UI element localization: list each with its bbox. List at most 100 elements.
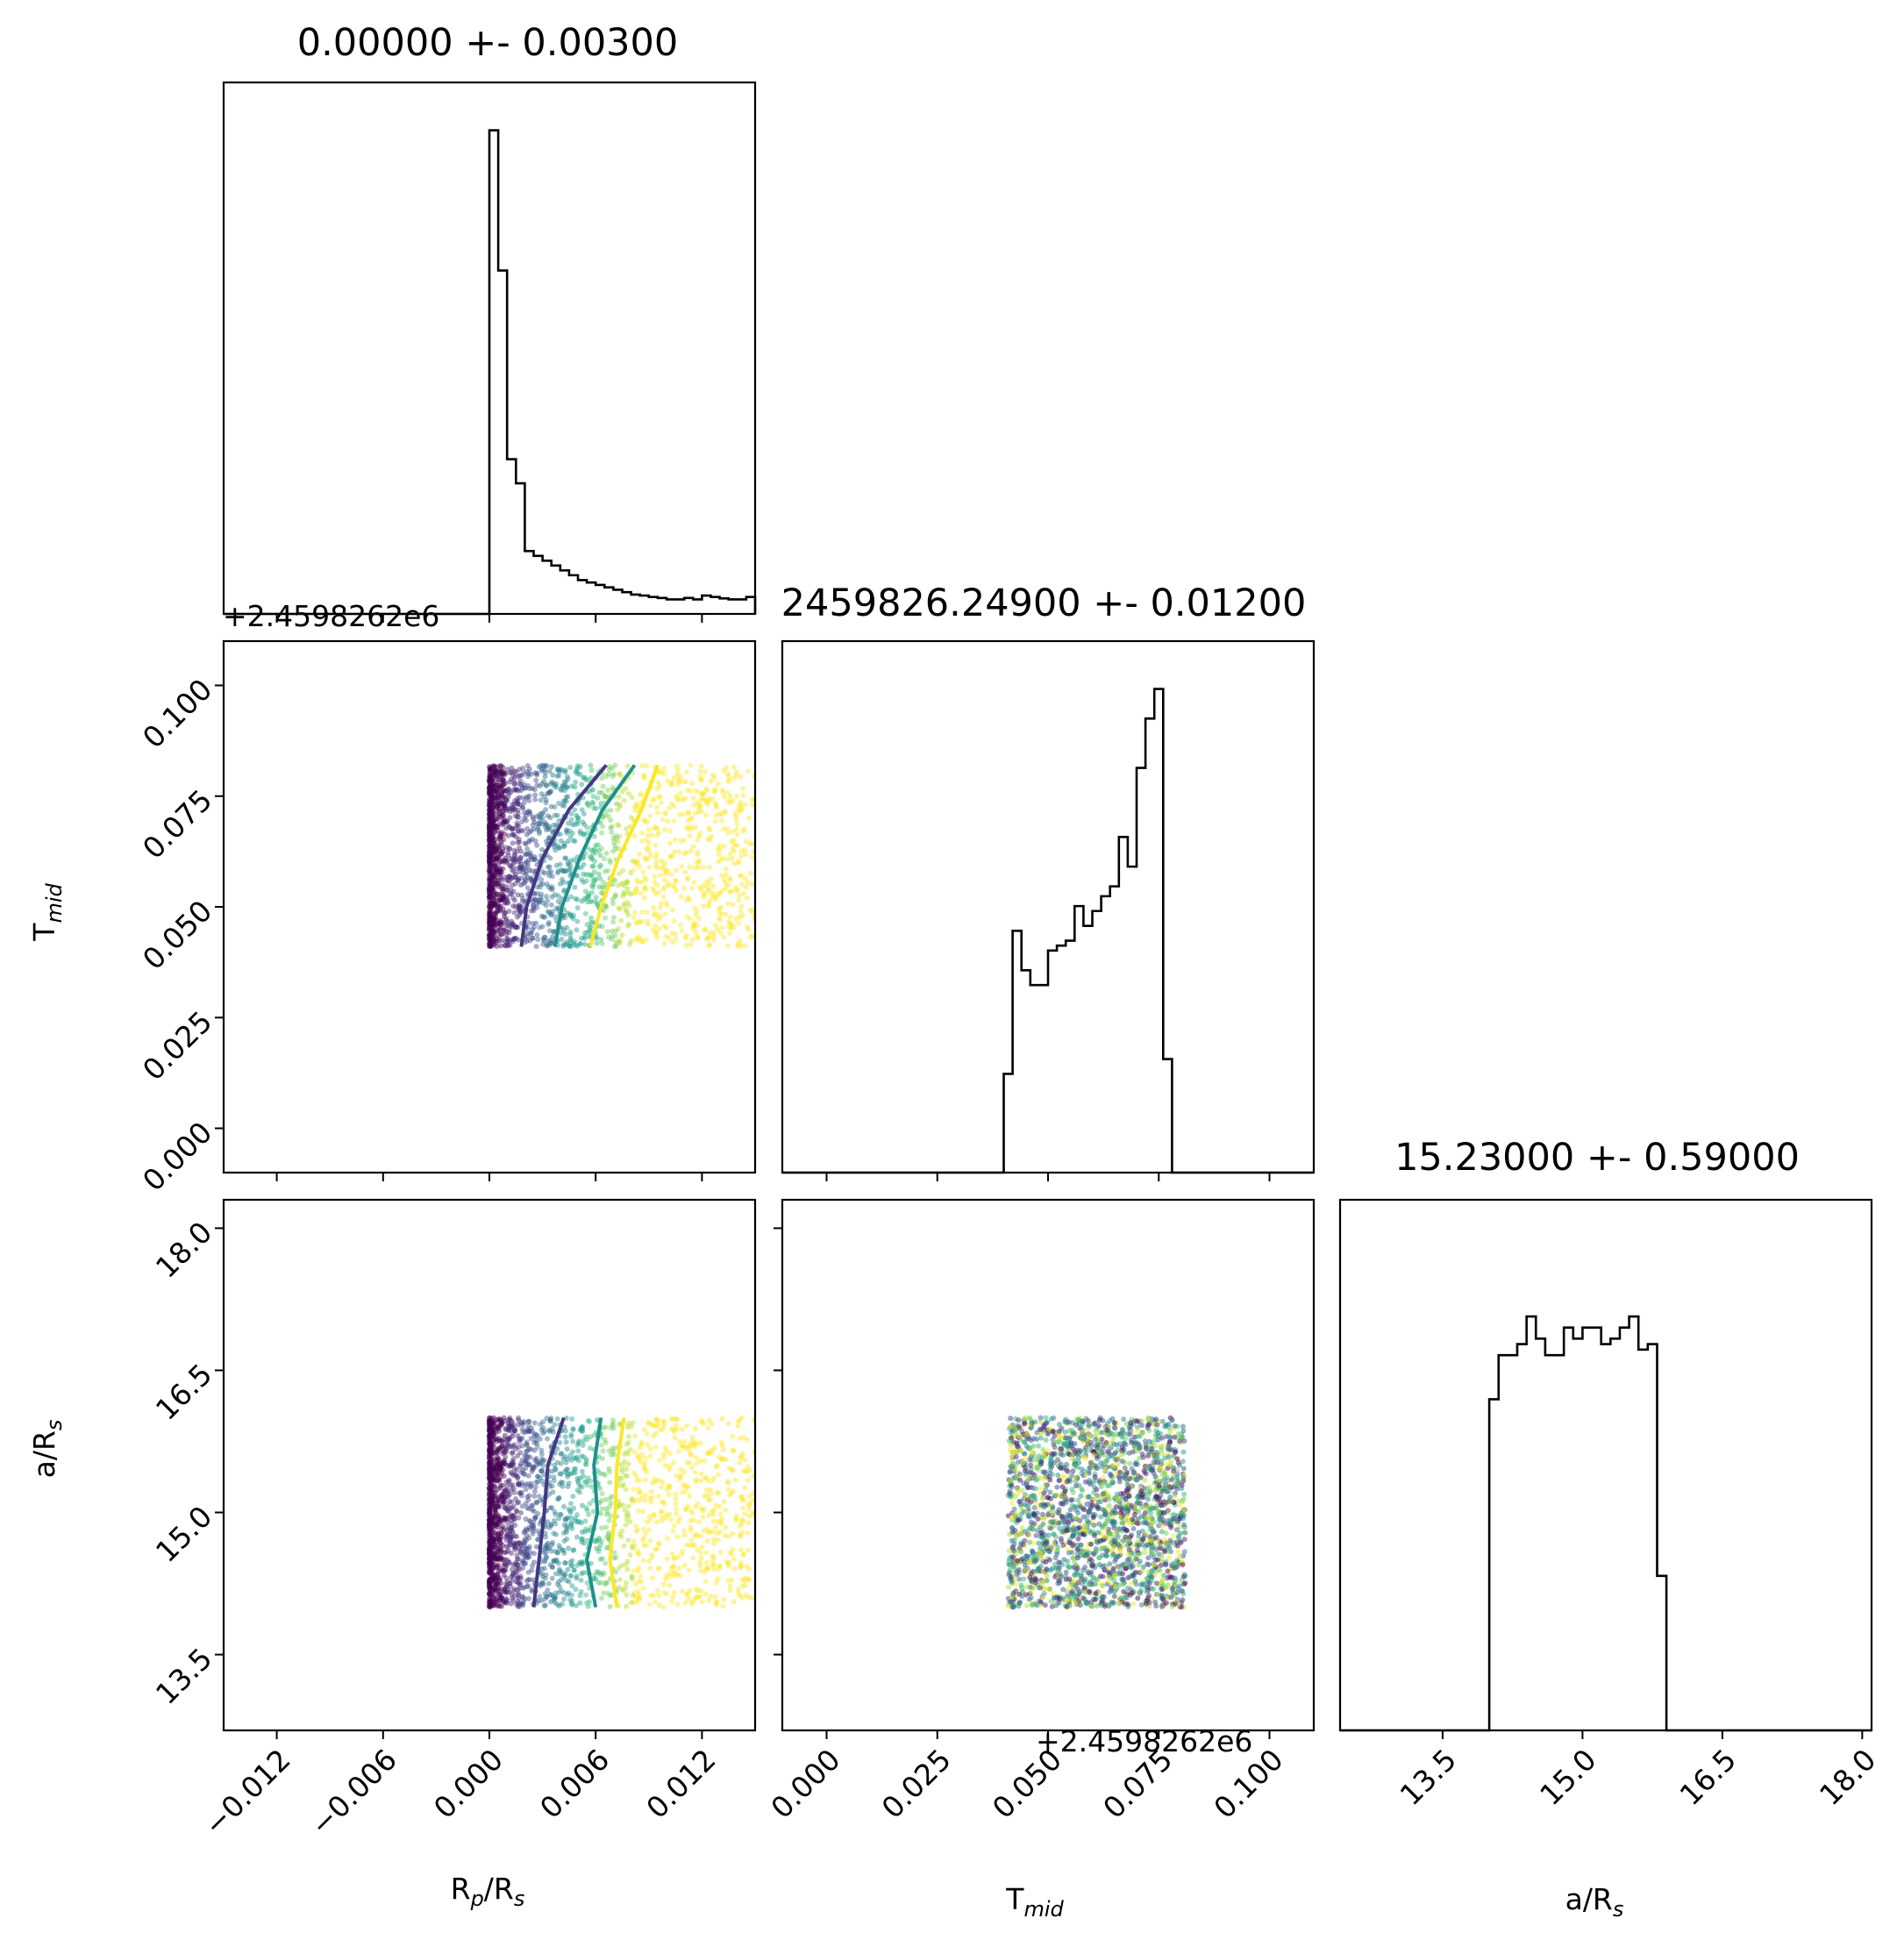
scatter-rp-tmid-point <box>488 832 494 838</box>
scatter-rp-tmid-point <box>577 941 583 947</box>
scatter-rp-tmid-point <box>584 899 590 905</box>
scatter-rp-tmid-point <box>616 905 622 911</box>
scatter-rp-ars-point <box>583 1592 589 1598</box>
scatter-rp-tmid-point <box>605 787 611 793</box>
scatter-rp-tmid-point <box>500 859 506 865</box>
scatter-rp-tmid-point <box>488 782 495 788</box>
scatter-rp-tmid-point <box>488 924 495 930</box>
scatter-rp-tmid-point <box>502 803 508 810</box>
scatter-rp-tmid-point <box>588 929 594 935</box>
scatter-rp-ars-point <box>541 1550 547 1556</box>
scatter-rp-ars-point <box>606 1517 612 1523</box>
scatter-rp-tmid-point <box>489 928 496 934</box>
scatter-rp-tmid-point <box>490 835 496 841</box>
scatter-rp-ars-point <box>554 1459 560 1466</box>
scatter-rp-tmid-point <box>490 911 496 917</box>
scatter-rp-tmid-point <box>507 891 513 897</box>
scatter-rp-tmid-point <box>656 830 661 836</box>
scatter-rp-tmid-point <box>496 782 502 788</box>
scatter-rp-tmid-point <box>603 904 610 910</box>
scatter-rp-tmid-point <box>703 799 710 805</box>
scatter-rp-tmid-point <box>487 902 493 909</box>
scatter-rp-tmid-point <box>487 888 492 894</box>
xlabel-tmid: Tmid <box>1005 1882 1064 1922</box>
scatter-rp-tmid-point <box>488 921 494 927</box>
scatter-rp-tmid-point <box>718 857 724 863</box>
scatter-rp-tmid-point <box>488 788 495 794</box>
scatter-rp-tmid-point <box>487 785 492 791</box>
scatter-rp-tmid-point <box>491 763 497 769</box>
scatter-rp-tmid-point <box>513 874 519 881</box>
scatter-rp-tmid-point <box>521 770 527 776</box>
scatter-rp-tmid-point <box>536 831 542 837</box>
scatter-rp-tmid-point <box>489 831 496 838</box>
scatter-rp-tmid-point <box>499 791 504 797</box>
scatter-rp-tmid-point <box>724 765 730 771</box>
scatter-rp-tmid-point <box>638 890 644 896</box>
scatter-rp-tmid-point <box>487 849 492 855</box>
scatter-rp-tmid-point <box>494 845 500 852</box>
scatter-rp-tmid-point <box>633 890 639 896</box>
scatter-rp-ars-point <box>647 1453 653 1459</box>
scatter-rp-tmid-point <box>488 781 494 786</box>
scatter-rp-ars-point <box>684 1423 689 1429</box>
scatter-rp-tmid-point <box>532 770 538 776</box>
title-ars: 15.23000 +- 0.59000 <box>1394 1136 1800 1180</box>
scatter-rp-tmid-point <box>488 795 495 802</box>
scatter-rp-tmid-point <box>670 882 676 888</box>
scatter-rp-tmid-yticks-label: 0.075 <box>136 783 218 866</box>
scatter-rp-tmid-point <box>698 763 704 769</box>
scatter-rp-tmid-point <box>488 767 494 773</box>
scatter-rp-tmid-point <box>637 851 642 857</box>
scatter-rp-tmid-point <box>490 867 496 874</box>
scatter-rp-ars-point <box>492 1587 498 1593</box>
scatter-rp-tmid-point <box>718 811 724 817</box>
scatter-rp-tmid-point <box>567 911 573 917</box>
scatter-rp-tmid-point <box>506 824 512 831</box>
scatter-rp-tmid-point <box>546 943 552 949</box>
scatter-rp-ars-point <box>569 1416 575 1422</box>
scatter-rp-ars-point <box>697 1549 703 1555</box>
scatter-rp-tmid-point <box>589 799 595 805</box>
scatter-rp-tmid-point <box>695 935 702 941</box>
scatter-rp-tmid-point <box>498 897 504 903</box>
scatter-rp-tmid-point <box>490 845 496 851</box>
scatter-rp-tmid-point <box>501 802 507 809</box>
scatter-rp-tmid-point <box>525 851 531 857</box>
scatter-rp-tmid-point <box>624 879 631 885</box>
scatter-rp-tmid-point <box>519 904 525 910</box>
scatter-rp-tmid-point <box>669 907 675 913</box>
scatter-rp-tmid-point <box>501 837 507 843</box>
scatter-rp-tmid-point <box>522 880 528 886</box>
scatter-rp-tmid-point <box>501 781 507 788</box>
scatter-rp-tmid-point <box>524 825 531 831</box>
scatter-rp-ars-point <box>688 1465 695 1471</box>
scatter-rp-tmid-point <box>702 797 709 803</box>
scatter-rp-tmid-point <box>600 880 606 886</box>
scatter-rp-tmid-point <box>598 862 604 868</box>
scatter-rp-tmid-point <box>691 880 697 886</box>
scatter-rp-tmid-point <box>548 912 554 918</box>
scatter-rp-tmid-point <box>535 824 541 831</box>
scatter-rp-ars-point <box>610 1417 616 1423</box>
scatter-rp-tmid-point <box>491 840 497 846</box>
scatter-rp-ars-point <box>617 1531 623 1537</box>
scatter-rp-tmid-point <box>516 859 521 865</box>
scatter-rp-tmid-point <box>487 802 493 808</box>
scatter-rp-ars-point <box>487 1592 492 1598</box>
scatter-rp-tmid-point <box>488 792 494 798</box>
scatter-tmid-ars-point <box>1181 1491 1187 1497</box>
scatter-rp-tmid-point <box>536 897 542 903</box>
scatter-rp-tmid-point <box>555 868 561 874</box>
scatter-rp-ars-point <box>727 1587 733 1594</box>
scatter-rp-tmid-point <box>515 807 521 813</box>
scatter-rp-tmid-point <box>719 888 725 894</box>
scatter-rp-tmid-point <box>497 851 503 857</box>
scatter-rp-tmid-point <box>689 937 695 943</box>
scatter-rp-tmid-point <box>488 777 495 783</box>
scatter-rp-tmid-point <box>665 778 671 784</box>
scatter-rp-ars-point <box>523 1516 529 1522</box>
scatter-rp-tmid-point <box>558 786 564 792</box>
scatter-rp-tmid-point <box>558 867 564 873</box>
scatter-rp-ars-point <box>549 1564 555 1570</box>
